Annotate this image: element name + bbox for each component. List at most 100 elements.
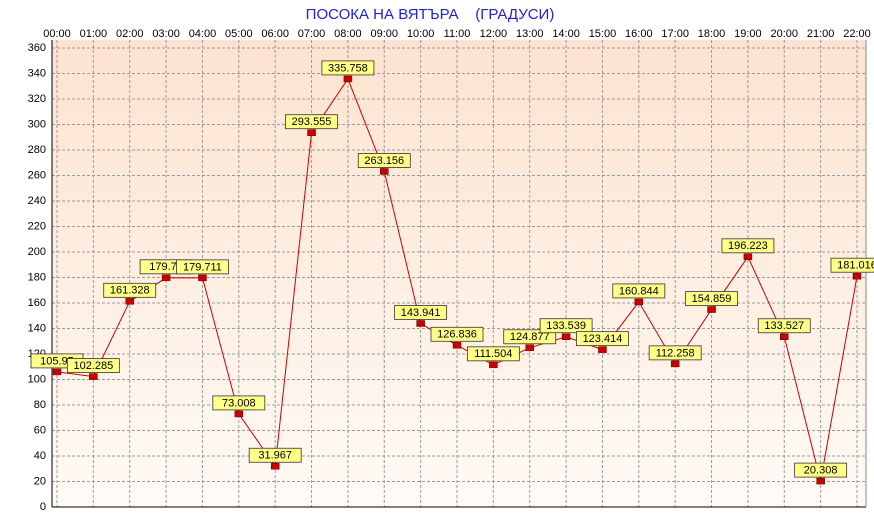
marker [743,253,753,261]
data-label-text: 179.711 [183,261,222,273]
data-label: 293.555 [285,114,338,130]
marker [561,333,571,340]
x-tick-label: 13:00 [516,28,544,40]
marker [707,306,716,313]
x-tick-label: 20:00 [771,28,799,40]
y-tick-label: 220 [28,220,46,232]
data-label-text: 161.328 [110,285,150,297]
y-tick-label: 300 [28,118,46,130]
x-tick-label: 08:00 [334,28,362,40]
data-label: 196.223 [721,238,775,254]
x-tick-label: 06:00 [261,28,289,40]
label-box [321,60,375,76]
data-label-text: 111.504 [474,348,512,360]
data-label: 126.836 [430,326,484,342]
x-tick-label: 19:00 [734,28,762,40]
data-label: 154.859 [685,291,738,306]
label-box [176,259,229,275]
x-tick-label: 05:00 [225,28,253,40]
label-box [685,291,738,306]
x-tick-label: 10:00 [407,28,435,40]
data-label: 124.877 [503,329,557,345]
data-label-text: 102.285 [73,360,113,372]
data-label: 143.941 [394,305,448,320]
x-tick-label: 04:00 [189,28,217,40]
data-label: 112.258 [648,345,702,361]
data-label-text: 124.877 [510,331,550,343]
label-box [648,345,702,361]
label-box [103,282,157,298]
x-tick-label: 07:00 [298,28,326,40]
label-box [466,346,520,362]
y-tick-label: 40 [34,450,46,462]
y-tick-label: 360 [28,42,46,54]
label-box [66,358,120,373]
data-label: 161.328 [103,282,157,298]
label-box [285,114,338,130]
label-box [248,447,302,463]
plot: 0204060801001201401601802002202402602803… [28,28,874,513]
data-label: 73.008 [212,395,266,411]
label-box [612,283,666,299]
marker [489,361,498,369]
data-label-text: 133.539 [546,320,586,332]
marker [52,368,62,376]
data-label: 133.539 [539,318,593,334]
data-label-text: 181.016 [837,260,874,272]
x-tick-label: 17:00 [661,28,689,40]
x-tick-label: 16:00 [625,28,653,40]
data-label: 179.711 [176,259,229,275]
marker [198,274,207,282]
label-box [212,395,266,411]
data-label: 123.414 [576,331,629,347]
x-tick-label: 02:00 [116,28,144,40]
label-box [503,329,557,345]
y-tick-label: 0 [40,501,46,513]
marker [670,360,680,368]
x-tick-label: 01:00 [80,28,108,40]
data-label: 263.156 [357,153,411,168]
label-box [394,305,448,320]
data-label-text: 112.258 [656,347,695,359]
label-box [721,238,775,254]
data-label: 20.308 [794,462,848,478]
marker [452,342,462,349]
y-tick-label: 80 [34,399,46,411]
marker [125,298,134,305]
x-tick-label: 21:00 [807,28,835,40]
y-tick-label: 320 [28,93,46,105]
data-label: 31.967 [248,447,302,463]
data-label-text: 73.008 [222,397,256,409]
y-tick-label: 260 [28,169,46,181]
marker [816,477,825,485]
data-label: 102.285 [66,358,120,373]
y-tick-label: 200 [28,246,46,258]
marker [380,168,389,175]
x-tick-label: 22:00 [843,28,871,40]
label-box [357,153,411,168]
y-tick-label: 60 [34,424,46,436]
x-tick-label: 15:00 [589,28,617,40]
data-label: 181.016 [830,257,874,273]
marker [307,129,316,136]
x-tick-label: 11:00 [444,28,471,40]
label-box [794,462,848,478]
y-tick-label: 140 [28,322,46,334]
marker [598,346,607,353]
data-label-text: 154.859 [692,293,732,305]
y-tick-label: 340 [28,67,46,79]
y-tick-label: 100 [28,373,46,385]
marker [852,272,862,280]
marker [89,373,98,380]
data-label: 111.504 [466,346,520,362]
x-tick-label: 14:00 [552,28,580,40]
x-tick-label: 09:00 [371,28,399,40]
x-tick-label: 00:00 [43,28,71,40]
data-label-text: 293.555 [292,116,332,128]
data-label: 160.844 [612,283,666,299]
data-label-text: 133.527 [764,320,804,332]
x-tick-label: 12:00 [480,28,508,40]
y-tick-label: 160 [28,297,46,309]
label-box [830,257,874,273]
